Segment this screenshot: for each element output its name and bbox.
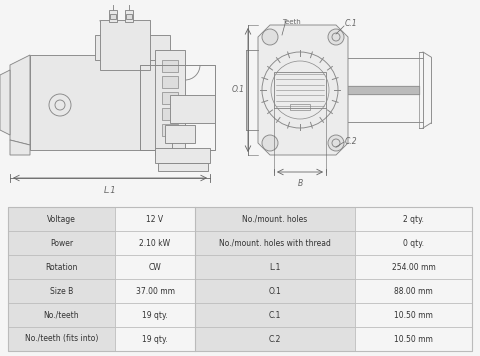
Bar bbox=[140, 65, 215, 150]
Text: Rotation: Rotation bbox=[45, 262, 78, 272]
Text: CW: CW bbox=[149, 262, 161, 272]
Bar bbox=[355, 303, 472, 327]
Bar bbox=[355, 255, 472, 279]
Bar bbox=[355, 327, 472, 351]
Bar bbox=[158, 163, 208, 171]
Bar bbox=[95, 35, 170, 60]
Bar bbox=[355, 207, 472, 231]
Bar bbox=[100, 20, 150, 70]
Bar bbox=[165, 125, 195, 143]
Bar bbox=[195, 303, 355, 327]
Text: Teeth: Teeth bbox=[282, 19, 301, 25]
Bar bbox=[109, 10, 117, 22]
Text: C.1: C.1 bbox=[345, 20, 358, 28]
Bar bbox=[155, 148, 210, 163]
Text: 2 qty.: 2 qty. bbox=[403, 215, 424, 224]
Text: No./teeth: No./teeth bbox=[44, 310, 79, 319]
Text: O.1: O.1 bbox=[232, 85, 245, 94]
Bar bbox=[195, 327, 355, 351]
Bar bbox=[8, 327, 115, 351]
Circle shape bbox=[262, 29, 278, 45]
Text: 254.00 mm: 254.00 mm bbox=[392, 262, 435, 272]
Polygon shape bbox=[10, 55, 30, 145]
Bar bbox=[162, 76, 178, 88]
Bar bbox=[8, 255, 115, 279]
Bar bbox=[162, 124, 178, 136]
Text: B: B bbox=[298, 179, 302, 188]
Bar bbox=[8, 207, 472, 351]
Text: 12 V: 12 V bbox=[146, 215, 164, 224]
Bar bbox=[115, 207, 195, 231]
Text: 19 qty.: 19 qty. bbox=[142, 335, 168, 344]
Text: C.2: C.2 bbox=[345, 137, 358, 147]
Text: 2.10 kW: 2.10 kW bbox=[139, 239, 170, 247]
Bar bbox=[355, 279, 472, 303]
Bar bbox=[8, 279, 115, 303]
Bar bbox=[162, 108, 178, 120]
Text: O.1: O.1 bbox=[269, 287, 281, 295]
Bar bbox=[110, 14, 116, 19]
Bar bbox=[8, 207, 115, 231]
Text: 0 qty.: 0 qty. bbox=[403, 239, 424, 247]
Bar bbox=[290, 104, 310, 110]
Circle shape bbox=[328, 135, 344, 151]
Bar bbox=[8, 231, 115, 255]
Text: Size B: Size B bbox=[50, 287, 73, 295]
Bar bbox=[162, 92, 178, 104]
Text: C.1: C.1 bbox=[269, 310, 281, 319]
Bar bbox=[155, 50, 185, 155]
Bar bbox=[162, 60, 178, 72]
Text: 88.00 mm: 88.00 mm bbox=[394, 287, 433, 295]
Circle shape bbox=[328, 29, 344, 45]
Text: No./mount. holes: No./mount. holes bbox=[242, 215, 308, 224]
Polygon shape bbox=[0, 70, 10, 135]
Text: Voltage: Voltage bbox=[47, 215, 76, 224]
Bar bbox=[274, 72, 326, 108]
Bar bbox=[115, 279, 195, 303]
Bar bbox=[195, 255, 355, 279]
Text: 10.50 mm: 10.50 mm bbox=[394, 335, 433, 344]
Text: 37.00 mm: 37.00 mm bbox=[135, 287, 175, 295]
Bar bbox=[115, 231, 195, 255]
Bar bbox=[30, 55, 170, 150]
Bar bbox=[195, 231, 355, 255]
Polygon shape bbox=[10, 140, 30, 155]
Text: C.2: C.2 bbox=[269, 335, 281, 344]
Bar bbox=[140, 65, 215, 150]
Bar bbox=[125, 10, 133, 22]
Bar bbox=[355, 231, 472, 255]
Bar bbox=[115, 327, 195, 351]
Bar bbox=[115, 255, 195, 279]
Bar bbox=[8, 303, 115, 327]
Bar bbox=[115, 303, 195, 327]
Text: No./mount. holes with thread: No./mount. holes with thread bbox=[219, 239, 331, 247]
Circle shape bbox=[262, 135, 278, 151]
Text: No./teeth (fits into): No./teeth (fits into) bbox=[25, 335, 98, 344]
Text: 10.50 mm: 10.50 mm bbox=[394, 310, 433, 319]
Text: L.1: L.1 bbox=[269, 262, 281, 272]
Text: Power: Power bbox=[50, 239, 73, 247]
Bar bbox=[195, 207, 355, 231]
Text: 19 qty.: 19 qty. bbox=[142, 310, 168, 319]
Bar bbox=[195, 279, 355, 303]
Bar bbox=[126, 14, 132, 19]
Polygon shape bbox=[258, 25, 348, 155]
Bar bbox=[170, 95, 215, 123]
Text: L.1: L.1 bbox=[104, 186, 116, 195]
